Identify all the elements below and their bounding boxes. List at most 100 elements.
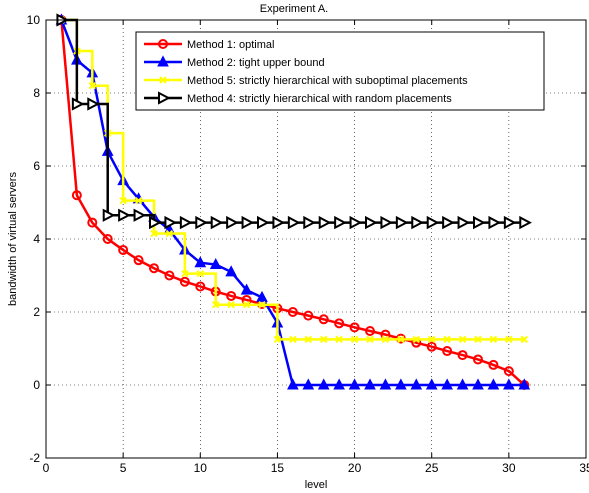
data-point (133, 255, 144, 266)
data-point (489, 335, 498, 344)
data-point (134, 196, 143, 205)
legend-item: Method 1: optimal (144, 39, 274, 51)
data-point (226, 215, 239, 230)
y-tick-label: 2 (33, 305, 40, 319)
data-point (366, 335, 374, 344)
y-tick-label: 4 (33, 232, 40, 246)
legend-item: Method 4: strictly hierarchical with ran… (144, 91, 452, 105)
y-tick-label: 10 (27, 13, 41, 27)
data-point (240, 283, 253, 295)
data-point (379, 378, 392, 390)
data-point (503, 215, 517, 230)
data-point (503, 378, 515, 390)
data-point (505, 335, 513, 344)
data-point (365, 215, 378, 230)
data-point (473, 215, 486, 230)
data-point (365, 325, 375, 336)
x-tick-label: 35 (579, 461, 589, 475)
legend-item: Method 2: tight upper bound (144, 55, 325, 69)
series-3 (57, 16, 528, 344)
data-point (333, 378, 345, 390)
x-tick-label: 30 (502, 461, 516, 475)
data-point (458, 335, 467, 344)
data-point (395, 215, 409, 230)
data-point (150, 229, 158, 238)
data-point (258, 300, 266, 309)
y-tick-label: -2 (29, 451, 40, 465)
data-point (519, 215, 532, 230)
legend: Method 1: optimal Method 2: tight upper b… (135, 31, 545, 111)
data-point (410, 378, 423, 390)
data-point (165, 229, 174, 238)
data-point (443, 335, 451, 344)
data-point (474, 335, 482, 344)
series-line (60, 19, 526, 386)
data-point (88, 81, 96, 90)
data-point (487, 378, 500, 390)
data-point (412, 335, 420, 344)
x-tick-label: 0 (43, 461, 50, 475)
data-point (503, 366, 514, 377)
data-point (334, 318, 345, 329)
legend-label: Method 5: strictly hierarchical with sub… (187, 75, 468, 87)
data-point (302, 378, 315, 390)
data-point (473, 354, 483, 365)
x-tick-label: 20 (348, 461, 362, 475)
data-point (71, 190, 82, 201)
data-point (149, 215, 162, 230)
data-point (212, 300, 220, 309)
data-point (118, 208, 131, 222)
data-point (287, 307, 298, 317)
legend-label: Method 1: optimal (187, 39, 274, 51)
data-point (194, 256, 207, 268)
x-tick-label: 10 (194, 461, 208, 475)
series-line (61, 18, 525, 224)
data-point (273, 335, 282, 344)
data-point (488, 359, 499, 370)
data-point (304, 335, 312, 344)
data-point (320, 335, 328, 344)
data-point (241, 215, 255, 230)
y-axis-label: bandwidth of virtual servers (7, 172, 19, 306)
x-tick-label: 25 (425, 461, 439, 475)
data-point (520, 335, 528, 344)
data-point (349, 215, 363, 230)
data-point (442, 346, 453, 357)
data-point (226, 290, 237, 301)
data-point (395, 378, 407, 390)
data-point (287, 378, 299, 390)
data-point (441, 378, 453, 390)
data-point (87, 97, 100, 111)
data-point (242, 300, 251, 309)
data-point (225, 265, 237, 277)
data-point (411, 215, 424, 230)
data-point (87, 217, 98, 228)
data-point (456, 378, 469, 390)
data-point (179, 276, 190, 287)
data-point (257, 215, 270, 230)
data-point (209, 257, 222, 270)
data-point (210, 215, 224, 230)
data-point (335, 335, 343, 344)
data-point (272, 215, 286, 230)
x-tick-label: 5 (120, 461, 127, 475)
y-tick-label: 8 (33, 86, 40, 100)
data-point (381, 335, 390, 344)
data-point (472, 378, 484, 390)
data-point (256, 290, 268, 302)
data-point (102, 208, 116, 222)
data-point (488, 215, 502, 230)
legend-marker (157, 55, 169, 67)
data-point (318, 215, 332, 230)
legend-marker (158, 39, 168, 49)
data-point (457, 350, 468, 361)
chart-title: Experiment A. (260, 3, 328, 15)
data-point (287, 215, 301, 230)
data-point (426, 215, 440, 230)
data-point (303, 215, 316, 230)
data-point (71, 97, 85, 111)
legend-label: Method 4: strictly hierarchical with ran… (187, 93, 452, 105)
legend-marker (159, 76, 167, 84)
